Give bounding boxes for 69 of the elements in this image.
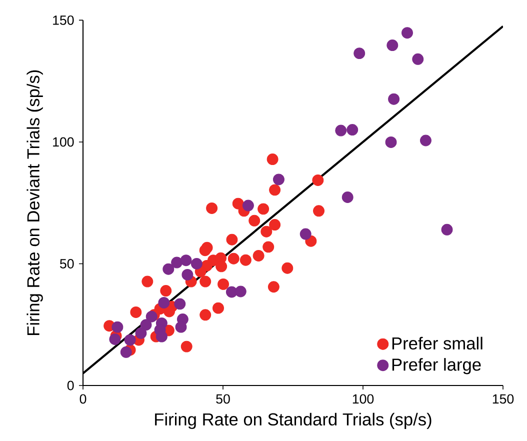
x-tick-label: 0: [80, 394, 86, 404]
point: [335, 124, 347, 136]
point: [200, 276, 212, 288]
point: [162, 263, 174, 275]
point: [218, 278, 230, 290]
point: [282, 262, 294, 274]
point: [402, 27, 413, 39]
point: [190, 258, 202, 270]
point: [109, 334, 121, 345]
point: [412, 53, 424, 65]
point: [252, 250, 264, 262]
point: [269, 184, 281, 196]
point: [226, 234, 238, 246]
point: [240, 254, 252, 266]
point: [388, 93, 400, 105]
point: [212, 302, 224, 314]
point: [171, 256, 183, 268]
point: [206, 202, 218, 214]
y-tick-label: 0: [67, 380, 74, 390]
point: [146, 310, 158, 322]
point: [160, 285, 172, 297]
legend-label: Prefer small: [392, 336, 482, 350]
point: [182, 268, 194, 280]
point: [354, 48, 366, 60]
point: [156, 330, 168, 342]
point: [268, 281, 280, 293]
point: [312, 174, 324, 186]
point: [262, 241, 274, 253]
point: [175, 321, 187, 333]
y-tick-label: 100: [53, 137, 74, 147]
point: [386, 40, 398, 52]
point: [180, 340, 192, 352]
point: [158, 296, 170, 308]
y-tick-label: 50: [60, 259, 74, 268]
point: [228, 252, 240, 264]
x-axis-title: Firing Rate on Standard Trials (sp/s): [155, 412, 432, 429]
point: [248, 214, 260, 226]
point: [174, 298, 186, 310]
point: [441, 224, 453, 236]
point: [385, 136, 397, 148]
point: [346, 124, 358, 136]
x-tick-label: 150: [492, 394, 514, 404]
point: [142, 276, 154, 288]
point: [272, 174, 284, 186]
point: [420, 134, 432, 146]
point: [120, 346, 132, 358]
point: [234, 286, 246, 298]
point: [112, 321, 124, 333]
y-axis-title: Firing Rate on Deviant Trials (sp/s): [26, 70, 43, 336]
point: [342, 192, 354, 203]
point: [216, 260, 228, 272]
point: [300, 228, 312, 240]
legend-label: Prefer large: [392, 358, 481, 374]
x-tick-label: 50: [216, 394, 230, 404]
point: [258, 203, 270, 215]
point: [124, 334, 136, 346]
x-tick-label: 100: [352, 394, 374, 404]
point: [260, 226, 272, 238]
point: [269, 219, 281, 231]
point: [313, 205, 324, 217]
y-tick-label: 150: [53, 15, 74, 25]
point: [242, 200, 254, 212]
point: [266, 154, 278, 165]
point: [130, 306, 142, 318]
point: [135, 327, 147, 339]
point: [200, 309, 212, 321]
point: [180, 254, 192, 266]
point: [140, 319, 152, 331]
point: [199, 244, 211, 256]
